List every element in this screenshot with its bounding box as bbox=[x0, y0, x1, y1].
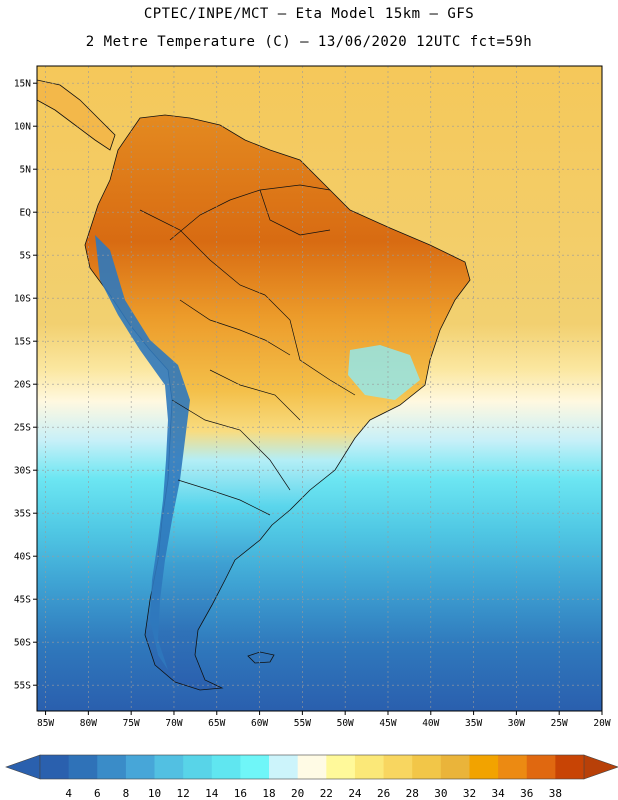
lon-tick-label: 80W bbox=[80, 718, 97, 729]
colorbar-swatch bbox=[526, 755, 556, 779]
lat-tick-label: 5S bbox=[20, 251, 32, 262]
lat-tick-label: 20S bbox=[14, 380, 31, 391]
colorbar-swatch bbox=[383, 755, 413, 779]
lat-tick-label: EQ bbox=[20, 208, 32, 219]
colorbar-label: 26 bbox=[377, 787, 390, 800]
colorbar-label: 20 bbox=[291, 787, 304, 800]
lon-tick-label: 70W bbox=[165, 718, 182, 729]
lat-tick-label: 5N bbox=[20, 165, 32, 176]
colorbar-label: 32 bbox=[463, 787, 476, 800]
colorbar-swatch bbox=[68, 755, 98, 779]
lat-tick-label: 25S bbox=[14, 423, 31, 434]
map-subtitle: 2 Metre Temperature (C) – 13/06/2020 12U… bbox=[85, 34, 533, 50]
colorbar-label: 12 bbox=[177, 787, 190, 800]
colorbar-label: 8 bbox=[123, 787, 130, 800]
lon-tick-label: 30W bbox=[508, 718, 525, 729]
lon-tick-label: 45W bbox=[379, 718, 396, 729]
colorbar-label: 28 bbox=[406, 787, 419, 800]
colorbar-label: 22 bbox=[320, 787, 333, 800]
lon-tick-label: 60W bbox=[251, 718, 268, 729]
colorbar-swatch bbox=[469, 755, 499, 779]
colorbar-swatch bbox=[240, 755, 270, 779]
central-america-landmass bbox=[37, 79, 116, 151]
lat-tick-label: 15N bbox=[14, 79, 31, 90]
map-title: CPTEC/INPE/MCT – Eta Model 15km – GFS bbox=[143, 6, 475, 22]
lat-tick-label: 55S bbox=[14, 681, 31, 692]
colorbar-label: 4 bbox=[65, 787, 72, 800]
colorbar-swatch bbox=[97, 755, 127, 779]
colorbar-frame bbox=[39, 754, 585, 780]
colorbar-swatch bbox=[40, 755, 70, 779]
lat-tick-label: 35S bbox=[14, 509, 31, 520]
colorbar-swatch bbox=[440, 755, 470, 779]
plot-frame bbox=[36, 65, 603, 712]
colorbar-label: 24 bbox=[348, 787, 362, 800]
colorbar-label: 18 bbox=[262, 787, 275, 800]
colorbar-swatch bbox=[154, 755, 184, 779]
lat-tick-label: 40S bbox=[14, 552, 31, 563]
colorbar-label: 34 bbox=[491, 787, 505, 800]
colorbar-swatch bbox=[297, 755, 327, 779]
colorbar-label: 38 bbox=[549, 787, 562, 800]
colorbar-left-arrow bbox=[5, 754, 41, 780]
lat-tick-label: 50S bbox=[14, 638, 31, 649]
lon-tick-label: 55W bbox=[294, 718, 311, 729]
lat-tick-label: 45S bbox=[14, 595, 31, 606]
lon-tick-label: 85W bbox=[37, 718, 54, 729]
colorbar-swatch bbox=[211, 755, 241, 779]
lat-tick-label: 10N bbox=[14, 122, 31, 133]
colorbar-swatch bbox=[555, 755, 585, 779]
country-borders bbox=[139, 184, 356, 516]
colorbar-swatch bbox=[269, 755, 299, 779]
colorbar-label: 10 bbox=[148, 787, 161, 800]
lon-tick-label: 40W bbox=[422, 718, 439, 729]
colorbar-swatch bbox=[183, 755, 213, 779]
lat-tick-label: 10S bbox=[14, 294, 31, 305]
colorbar-right-arrow bbox=[583, 754, 618, 780]
colorbar-swatch bbox=[412, 755, 442, 779]
colorbar-label: 14 bbox=[205, 787, 219, 800]
colorbar-swatch bbox=[354, 755, 384, 779]
axis-ticks: 15N 10N 5N EQ 5S 10S 15S 20S 25S 30S 35S 40S 45S 50S 5… bbox=[14, 79, 611, 729]
colorbar-label: 36 bbox=[520, 787, 533, 800]
lon-tick-label: 65W bbox=[208, 718, 225, 729]
colorbar-swatch bbox=[125, 755, 155, 779]
lon-tick-label: 35W bbox=[465, 718, 482, 729]
colorbar-swatch bbox=[498, 755, 528, 779]
graticule bbox=[37, 66, 602, 711]
lat-tick-label: 15S bbox=[14, 337, 31, 348]
lon-tick-label: 20W bbox=[593, 718, 610, 729]
falkland-islands bbox=[247, 651, 275, 664]
colorbar-label: 16 bbox=[234, 787, 247, 800]
lon-tick-label: 75W bbox=[123, 718, 140, 729]
colorbar-label: 30 bbox=[434, 787, 447, 800]
colorbar: 4 6 8 10 12 14 16 18 20 22 24 26 28 30 32 34 36 38 bbox=[5, 754, 618, 800]
lon-tick-label: 50W bbox=[337, 718, 354, 729]
lat-tick-label: 30S bbox=[14, 466, 31, 477]
lon-tick-label: 25W bbox=[551, 718, 568, 729]
highlands-cool-area bbox=[348, 345, 420, 400]
andes-ridge bbox=[95, 235, 190, 670]
colorbar-label: 6 bbox=[94, 787, 101, 800]
colorbar-swatch bbox=[326, 755, 356, 779]
